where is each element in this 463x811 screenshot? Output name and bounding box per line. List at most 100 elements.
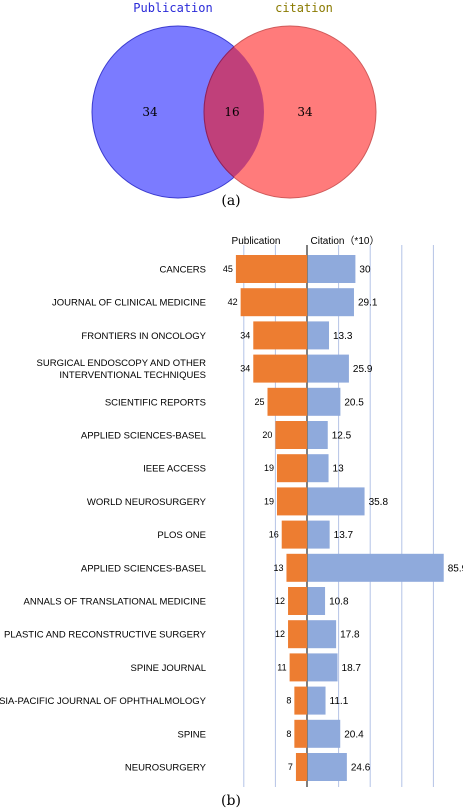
publication-value-label: 11 <box>277 662 286 672</box>
category-label: APPLIED SCIENCES-BASEL <box>81 563 206 574</box>
citation-value-label: 17.8 <box>340 630 360 641</box>
citation-bar <box>308 421 328 449</box>
publication-bar <box>275 421 307 449</box>
publication-bar <box>294 686 307 715</box>
publication-bar <box>288 587 307 615</box>
category-label: PLASTIC AND RECONSTRUCTIVE SURGERY <box>4 630 207 641</box>
publication-value-label: 42 <box>228 297 238 307</box>
category-label: CANCERS <box>160 265 206 276</box>
category-label: SPINE <box>177 729 206 740</box>
citation-value-label: 29.1 <box>358 298 378 309</box>
category-label: NEUROSURGERY <box>125 763 207 774</box>
publication-value-label: 16 <box>269 530 279 540</box>
venn-intersection <box>203 26 264 198</box>
citation-bar <box>308 587 326 615</box>
category-label: IEEE ACCESS <box>143 464 206 475</box>
publication-value-label: 34 <box>240 330 250 340</box>
bar-row: WORLD NEUROSURGERY 19 35.8 <box>87 487 389 516</box>
citation-bar <box>308 520 330 549</box>
citation-value-label: 12.5 <box>332 431 352 442</box>
bar-row: SCIENTIFIC REPORTS 25 20.5 <box>105 387 364 416</box>
publication-bar <box>267 387 307 416</box>
citation-value-label: 10.8 <box>329 597 349 608</box>
publication-value-label: 8 <box>286 696 291 706</box>
citation-bar <box>308 719 341 748</box>
publication-value-label: 20 <box>262 430 272 440</box>
publication-bar <box>289 653 307 682</box>
publication-value-label: 45 <box>223 264 233 274</box>
category-label: APPLIED SCIENCES-BASEL <box>81 431 206 442</box>
venn-value-intersection: 16 <box>224 105 239 119</box>
citation-value-label: 25.9 <box>353 364 373 375</box>
citation-value-label: 35.8 <box>369 497 389 508</box>
bar-row: SURGICAL ENDOSCOPY AND OTHER INTERVENTION… <box>37 354 373 383</box>
category-label: WORLD NEUROSURGERY <box>87 497 207 508</box>
panel-label-a: (a) <box>221 193 240 209</box>
venn-value-citation-only: 34 <box>297 105 313 119</box>
publication-bar <box>286 553 307 582</box>
publication-bar <box>295 753 307 781</box>
bar-row: SPINE 8 20.4 <box>177 719 364 748</box>
citation-value-label: 13 <box>333 464 345 475</box>
panel-label-b: (b) <box>221 793 241 809</box>
category-label: PLOS ONE <box>157 530 206 541</box>
venn-diagram: Publication citation 34 16 34 (a) <box>91 1 377 209</box>
bar-row: IEEE ACCESS 19 13 <box>143 454 345 483</box>
category-label: SPINE JOURNAL <box>131 663 207 674</box>
publication-value-label: 19 <box>264 463 274 473</box>
citation-value-label: 20.5 <box>344 397 364 408</box>
publication-bar <box>253 321 307 350</box>
publication-value-label: 8 <box>286 729 291 739</box>
citation-bar <box>308 487 365 516</box>
publication-bar <box>294 719 307 748</box>
citation-value-label: 18.7 <box>342 663 362 674</box>
publication-value-label: 13 <box>273 563 283 573</box>
venn-set-label-citation: citation <box>275 1 333 15</box>
bar-row: APPLIED SCIENCES-BASEL 20 12.5 <box>81 421 352 449</box>
citation-value-label: 24.6 <box>351 763 371 774</box>
publication-bar <box>253 354 307 383</box>
legend-publication: Publication <box>232 236 281 247</box>
citation-value-label: 20.4 <box>344 729 364 740</box>
publication-bar <box>235 255 307 283</box>
citation-bar <box>308 255 356 283</box>
bar-row: PLASTIC AND RECONSTRUCTIVE SURGERY 12 17.8 <box>4 620 360 649</box>
citation-value-label: 85.9 <box>448 563 463 574</box>
citation-bar <box>308 686 326 715</box>
citation-bar <box>308 653 338 682</box>
citation-bar <box>308 620 337 649</box>
publication-bar <box>240 288 307 317</box>
category-label: FRONTIERS IN ONCOLOGY <box>81 331 206 342</box>
publication-bar <box>288 620 307 649</box>
publication-value-label: 7 <box>288 762 293 772</box>
publication-value-label: 12 <box>275 596 285 606</box>
citation-value-label: 11.1 <box>330 696 349 707</box>
bar-row: APPLIED SCIENCES-BASEL 13 85.9 <box>81 553 463 582</box>
bar-rows: CANCERS 45 30 JOURNAL OF CLINICAL MEDICINE 4… <box>0 255 463 781</box>
citation-value-label: 13.3 <box>333 331 353 342</box>
publication-bar <box>276 487 307 516</box>
publication-value-label: 12 <box>275 629 285 639</box>
publication-value-label: 25 <box>254 397 264 407</box>
legend-citation: Citation（*10） <box>311 235 380 247</box>
category-label: JOURNAL OF CLINICAL MEDICINE <box>52 298 206 309</box>
citation-bar <box>308 321 330 350</box>
category-label: SURGICAL ENDOSCOPY AND OTHER INTERVENTION… <box>37 358 207 381</box>
citation-bar <box>308 288 354 317</box>
bar-row: JOURNAL OF CLINICAL MEDICINE 42 29.1 <box>52 288 378 317</box>
category-label: SCIENTIFIC REPORTS <box>105 397 206 408</box>
category-label: ANNALS OF TRANSLATIONAL MEDICINE <box>24 597 206 608</box>
citation-bar <box>308 454 329 483</box>
bar-chart: Publication Citation（*10） CANCERS 45 30 JOU… <box>0 235 463 809</box>
bar-row: FRONTIERS IN ONCOLOGY 34 13.3 <box>81 321 353 350</box>
venn-value-publication-only: 34 <box>142 105 158 119</box>
citation-value-label: 30 <box>359 265 371 276</box>
bar-row: PLOS ONE 16 13.7 <box>157 520 354 549</box>
citation-bar <box>308 753 347 781</box>
bar-row: SPINE JOURNAL 11 18.7 <box>131 653 362 682</box>
citation-value-label: 13.7 <box>334 530 354 541</box>
publication-value-label: 19 <box>264 496 274 506</box>
bar-row: ANNALS OF TRANSLATIONAL MEDICINE 12 10.8 <box>24 587 349 615</box>
citation-bar <box>308 387 341 416</box>
publication-bar <box>276 454 307 483</box>
